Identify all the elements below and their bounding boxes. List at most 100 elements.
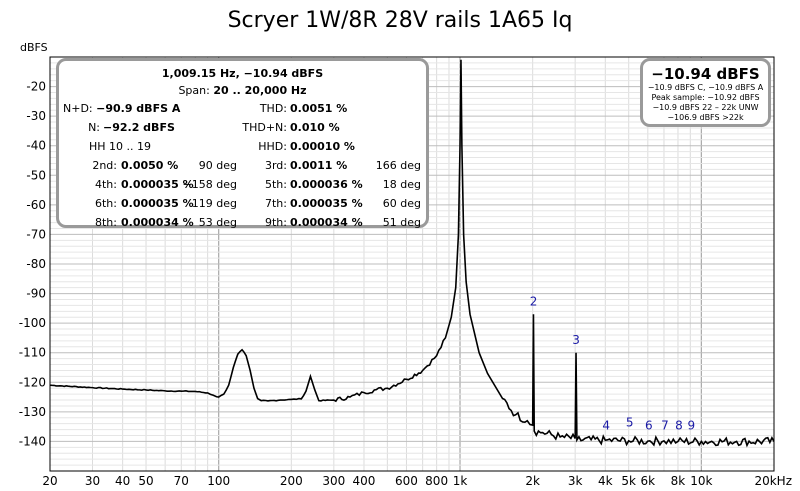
measurement-panel: 1,009.15 Hz, −10.94 dBFS Span: 20 .. 20,… [56, 58, 429, 229]
x-tick-label: 20 [42, 474, 57, 488]
harmonic-right-phase: 60 deg [382, 197, 421, 210]
hhd-label: HHD: [258, 140, 287, 153]
n-row: N: [63, 121, 100, 134]
x-tick-label: 30 [85, 474, 100, 488]
harmonic-left-phase: 53 deg [198, 216, 237, 229]
n-value-wrap: −92.2 dBFS [103, 121, 175, 134]
chart-title: Scryer 1W/8R 28V rails 1A65 Iq [228, 8, 573, 33]
thd-value-wrap: 0.0051 % [290, 102, 347, 115]
thd-label: THD: [259, 102, 287, 115]
x-tick-label: 40 [115, 474, 130, 488]
thdn-row: THD+N: [219, 121, 287, 134]
thdn-value: 0.010 % [290, 121, 340, 134]
span-value: 20 .. 20,000 Hz [213, 84, 307, 97]
harmonic-right-value: 0.0011 % [290, 159, 348, 172]
harmonic-marker-label: 4 [602, 419, 610, 433]
y-tick-label: -130 [19, 405, 46, 419]
harmonic-left-phase: −158 deg [182, 178, 237, 191]
harmonic-marker-label: 9 [687, 419, 695, 433]
harmonic-left-label: 2nd: [92, 159, 117, 172]
peak-line-4: −106.9 dBFS >22k [667, 113, 744, 122]
y-tick-label: -80 [26, 257, 46, 271]
y-tick-label: -70 [26, 227, 46, 241]
hhd-value: 0.00010 % [290, 140, 355, 153]
x-tick-label: 8k [671, 474, 686, 488]
nd-label: N+D: [63, 102, 93, 115]
harmonic-right-label: 5th: [265, 178, 287, 191]
harmonic-left-label: 4th: [95, 178, 117, 191]
x-tick-label: 100 [207, 474, 230, 488]
thd-value: 0.0051 % [290, 102, 348, 115]
y-tick-label: -140 [19, 434, 46, 448]
peak-level-box: −10.94 dBFS −10.9 dBFS C, −10.9 dBFS A P… [640, 58, 771, 127]
y-tick-label: -100 [19, 316, 46, 330]
stats-header: 1,009.15 Hz, −10.94 dBFS [161, 67, 324, 80]
harmonic-right-phase: 51 deg [382, 216, 421, 229]
x-tick-label: 800 [425, 474, 448, 488]
nd-row: N+D: −90.9 dBFS A [63, 102, 180, 115]
harmonic-marker-label: 5 [626, 416, 634, 430]
x-tick-label: 20kHz [754, 474, 792, 488]
harmonic-left-value: 0.0050 % [121, 159, 179, 172]
harmonic-right-phase: 18 deg [382, 178, 421, 191]
harmonic-left-value: 0.000034 % [121, 216, 194, 229]
peak-value: −10.94 dBFS [651, 65, 760, 83]
hhd-row: HHD: [219, 140, 287, 153]
y-tick-label: -20 [26, 80, 46, 94]
harmonic-right-value: 0.000034 % [290, 216, 363, 229]
harmonic-right-phase: 166 deg [375, 159, 421, 172]
x-tick-label: 50 [138, 474, 153, 488]
x-tick-label: 70 [174, 474, 189, 488]
x-tick-label: 300 [322, 474, 345, 488]
x-tick-label: 1k [453, 474, 468, 488]
plot-frame [49, 56, 775, 472]
y-tick-label: -110 [19, 346, 46, 360]
y-tick-label: -120 [19, 375, 46, 389]
x-tick-label: 10k [690, 474, 712, 488]
y-axis-ticks: -20 -30 -40 -50 -60 -70 -80 -90 -100 -110 -120 -130… [19, 80, 46, 449]
peak-line-2: Peak sample: −10.92 dBFS [651, 93, 760, 102]
spectrum-trace [49, 59, 775, 448]
span-label: Span: [178, 84, 210, 97]
harmonic-right-label: 3rd: [264, 159, 287, 172]
x-tick-label: 200 [280, 474, 303, 488]
hh-range-label: HH 10 .. 19 [89, 140, 152, 153]
harmonic-right-label: 7th: [265, 197, 287, 210]
span-row: Span: 20 .. 20,000 Hz [59, 84, 426, 97]
y-tick-label: -60 [26, 198, 46, 212]
peak-line-3: −10.9 dBFS 22 – 22k UNW [652, 103, 759, 112]
peak-line-1: −10.9 dBFS C, −10.9 dBFS A [647, 83, 764, 92]
x-tick-label: 2k [525, 474, 540, 488]
harmonic-marker-label: 8 [675, 419, 683, 433]
x-axis-ticks: 20 30 40 50 70 100 200 300 400 600 800 1k 2k 3k 4k 5k 6k… [42, 474, 792, 488]
thdn-value-wrap: 0.010 % [290, 121, 340, 134]
y-tick-label: -90 [26, 287, 46, 301]
harmonic-left-label: 6th: [95, 197, 117, 210]
y-tick-label: -50 [26, 168, 46, 182]
harmonic-markers: 2 3 4 5 6 7 8 9 [530, 294, 695, 432]
n-label: N: [88, 121, 100, 134]
harmonic-right-label: 9th: [265, 216, 287, 229]
harmonic-marker-label: 7 [661, 419, 669, 433]
harmonic-left-value: 0.000035 % [121, 197, 194, 210]
harmonic-left-value: 0.000035 % [121, 178, 194, 191]
hhd-value-wrap: 0.00010 % [290, 140, 355, 153]
harmonic-left-phase: 119 deg [191, 197, 237, 210]
harmonic-right-value: 0.000036 % [290, 178, 363, 191]
y-axis-unit-label: dBFS [20, 41, 48, 54]
x-tick-label: 5k [621, 474, 636, 488]
harmonic-marker-label: 2 [530, 294, 538, 308]
n-value: −92.2 dBFS [103, 121, 175, 134]
harmonic-right-value: 0.000035 % [290, 197, 363, 210]
y-tick-label: -30 [26, 109, 46, 123]
thdn-label: THD+N: [242, 121, 287, 134]
x-tick-label: 6k [641, 474, 656, 488]
x-tick-label: 3k [568, 474, 583, 488]
thd-row: THD: [239, 102, 287, 115]
x-tick-label: 600 [395, 474, 418, 488]
harmonic-left-label: 8th: [95, 216, 117, 229]
x-tick-label: 4k [598, 474, 613, 488]
nd-value: −90.9 dBFS A [96, 102, 181, 115]
harmonic-marker-label: 6 [645, 419, 653, 433]
